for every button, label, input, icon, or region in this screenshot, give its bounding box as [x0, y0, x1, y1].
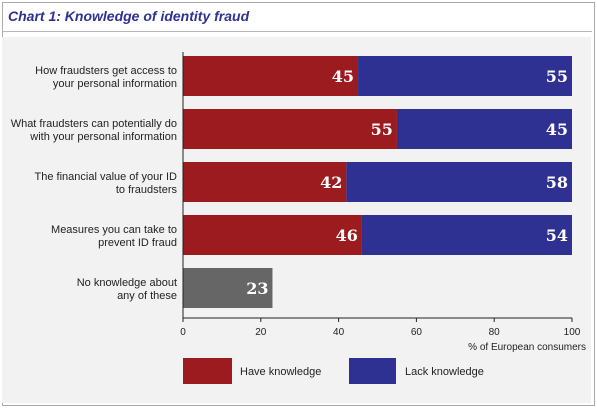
- category-label: The financial value of your ID to fraudst…: [35, 171, 178, 196]
- x-axis-title: % of European consumers: [468, 342, 586, 353]
- x-tick-label: 80: [489, 327, 501, 338]
- data-label: 58: [546, 173, 568, 192]
- bar-segment: [183, 109, 397, 149]
- bar-no-knowledge: [183, 268, 273, 308]
- data-label: 45: [332, 67, 354, 86]
- category-label-line: Measures you can take to: [51, 224, 177, 236]
- category-label-line: with your personal information: [29, 131, 177, 143]
- data-label: 54: [546, 226, 568, 245]
- data-label: 42: [320, 173, 342, 192]
- bar-segment: [183, 56, 359, 96]
- category-label: No knowledge about any of these: [77, 277, 177, 302]
- data-label: 45: [546, 120, 568, 139]
- data-label: 23: [246, 279, 268, 298]
- x-tick-label: 40: [333, 327, 345, 338]
- bar-segment: [183, 162, 347, 202]
- legend-swatch: [183, 358, 232, 384]
- category-label-line: to fraudsters: [116, 184, 178, 196]
- category-label: Measures you can take to prevent ID fraud: [51, 224, 177, 249]
- category-label-line: No knowledge about: [77, 277, 177, 289]
- x-tick-label: 60: [411, 327, 423, 338]
- bar-segment: [396, 109, 572, 149]
- category-label-line: How fraudsters get access to: [35, 65, 177, 77]
- bar-segment: [358, 56, 572, 96]
- legend-label: Have knowledge: [240, 366, 321, 378]
- data-label: 55: [371, 120, 393, 139]
- legend-label: Lack knowledge: [405, 366, 484, 378]
- bar-segment: [183, 215, 362, 255]
- x-tick-label: 0: [180, 327, 186, 338]
- x-tick-label: 100: [564, 327, 581, 338]
- category-label-line: your personal information: [53, 78, 177, 90]
- title-divider: [3, 31, 592, 32]
- bar-segment: [346, 162, 572, 202]
- data-label: 46: [336, 226, 358, 245]
- x-tick-label: 20: [255, 327, 267, 338]
- category-label: What fraudsters can potentially do with y…: [11, 118, 177, 143]
- data-label: 55: [546, 67, 568, 86]
- category-label-line: What fraudsters can potentially do: [11, 118, 177, 130]
- legend-swatch: [349, 358, 396, 384]
- category-label-line: The financial value of your ID: [35, 171, 178, 183]
- category-label-line: any of these: [117, 290, 177, 302]
- category-label: How fraudsters get access to your persona…: [35, 65, 177, 90]
- chart-title: Chart 1: Knowledge of identity fraud: [8, 8, 250, 24]
- bar-segment: [361, 215, 572, 255]
- category-label-line: prevent ID fraud: [98, 237, 177, 249]
